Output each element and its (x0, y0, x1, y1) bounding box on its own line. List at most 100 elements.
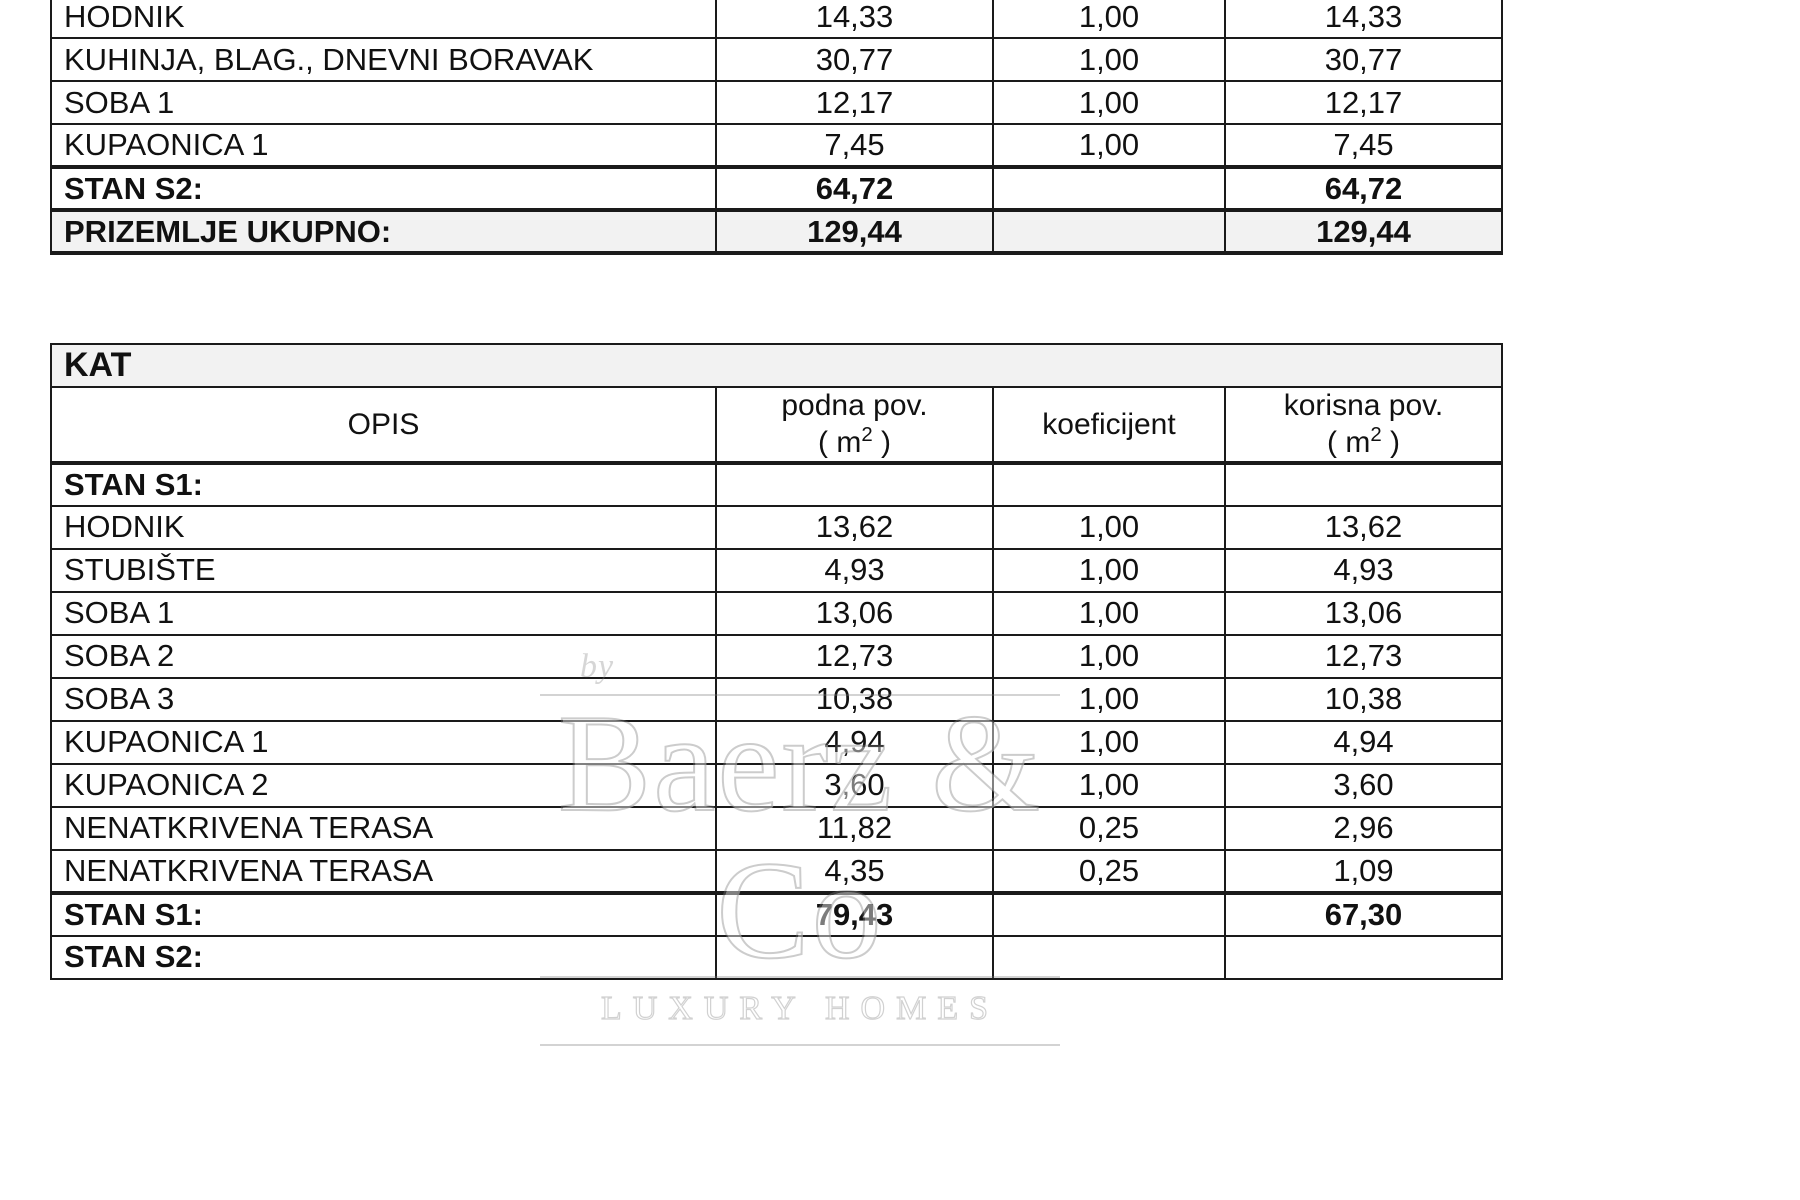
table-row-section: STAN S2: (50, 934, 1503, 980)
row-opis: PRIZEMLJE UKUPNO: (50, 208, 717, 255)
row-opis: STAN S1: (50, 460, 717, 507)
table-row: SOBA 1 13,06 1,00 13,06 (50, 590, 1503, 636)
row-korisna: 1,09 (1224, 848, 1503, 894)
table-row-section: STAN S1: (50, 460, 1503, 507)
row-opis: KUPAONICA 1 (50, 719, 717, 765)
area-table-prizemlje: HODNIK 14,33 1,00 14,33 KUHINJA, BLAG., … (50, 0, 1503, 255)
unit-superscript: 2 (861, 424, 873, 447)
row-podna: 79,43 (715, 890, 994, 937)
table-row: SOBA 3 10,38 1,00 10,38 (50, 676, 1503, 722)
row-korisna: 67,30 (1224, 890, 1503, 937)
column-header-koeficijent: koeficijent (992, 386, 1226, 464)
row-korisna: 4,94 (1224, 719, 1503, 765)
column-header-opis: OPIS (50, 386, 717, 464)
area-table-kat: KAT OPIS podna pov. ( m2 ) koeficijent k… (50, 343, 1503, 980)
row-korisna (1224, 460, 1503, 507)
row-koef: 1,00 (992, 37, 1226, 82)
row-koef: 1,00 (992, 0, 1226, 39)
row-koef: 1,00 (992, 123, 1226, 168)
row-podna: 12,73 (715, 633, 994, 679)
row-korisna: 4,93 (1224, 547, 1503, 593)
row-opis: KUHINJA, BLAG., DNEVNI BORAVAK (50, 37, 717, 82)
row-korisna: 64,72 (1224, 165, 1503, 211)
row-koef: 0,25 (992, 805, 1226, 851)
row-opis: NENATKRIVENA TERASA (50, 805, 717, 851)
row-opis: NENATKRIVENA TERASA (50, 848, 717, 894)
row-opis: STAN S2: (50, 165, 717, 211)
row-opis: SOBA 2 (50, 633, 717, 679)
row-korisna (1224, 934, 1503, 980)
unit-prefix: ( m (818, 426, 862, 460)
row-koef: 1,00 (992, 504, 1226, 550)
row-opis: SOBA 3 (50, 676, 717, 722)
table-row: HODNIK 13,62 1,00 13,62 (50, 504, 1503, 550)
row-koef: 0,25 (992, 848, 1226, 894)
row-podna: 10,38 (715, 676, 994, 722)
row-podna: 30,77 (715, 37, 994, 82)
row-korisna: 30,77 (1224, 37, 1503, 82)
row-koef: 1,00 (992, 80, 1226, 125)
table-row: SOBA 2 12,73 1,00 12,73 (50, 633, 1503, 679)
column-header-line1: podna pov. (781, 389, 928, 422)
row-opis: STAN S2: (50, 934, 717, 980)
row-koef: 1,00 (992, 676, 1226, 722)
table-row-grand-total: PRIZEMLJE UKUPNO: 129,44 129,44 (50, 208, 1503, 255)
watermark-tagline: LUXURY HOMES (600, 989, 1000, 1027)
row-podna: 7,45 (715, 123, 994, 168)
row-podna: 129,44 (715, 208, 994, 255)
row-korisna: 129,44 (1224, 208, 1503, 255)
row-opis: STAN S1: (50, 890, 717, 937)
row-koef (992, 934, 1226, 980)
unit-suffix: ) (1381, 426, 1400, 460)
spec-table: KAT OPIS podna pov. ( m2 ) koeficijent k… (50, 343, 1503, 980)
row-podna: 3,60 (715, 762, 994, 808)
row-podna: 4,94 (715, 719, 994, 765)
table-row: NENATKRIVENA TERASA 11,82 0,25 2,96 (50, 805, 1503, 851)
unit-prefix: ( m (1327, 426, 1371, 460)
row-koef: 1,00 (992, 547, 1226, 593)
row-podna (715, 460, 994, 507)
row-koef: 1,00 (992, 719, 1226, 765)
row-korisna: 2,96 (1224, 805, 1503, 851)
row-opis: KUPAONICA 2 (50, 762, 717, 808)
table-title-row: KAT (50, 343, 1503, 388)
table-row: NENATKRIVENA TERASA 4,35 0,25 1,09 (50, 848, 1503, 894)
row-koef: 1,00 (992, 590, 1226, 636)
row-opis: SOBA 1 (50, 80, 717, 125)
table-row: KUPAONICA 2 3,60 1,00 3,60 (50, 762, 1503, 808)
row-korisna: 12,17 (1224, 80, 1503, 125)
column-header-line2: ( m2 ) (729, 423, 980, 460)
row-korisna: 7,45 (1224, 123, 1503, 168)
row-podna: 4,35 (715, 848, 994, 894)
row-korisna: 3,60 (1224, 762, 1503, 808)
row-korisna: 13,62 (1224, 504, 1503, 550)
table-title: KAT (50, 343, 1503, 388)
column-header-korisna-pov: korisna pov. ( m2 ) (1224, 386, 1503, 464)
table-row: KUPAONICA 1 7,45 1,00 7,45 (50, 123, 1503, 168)
row-podna (715, 934, 994, 980)
table-row: SOBA 1 12,17 1,00 12,17 (50, 80, 1503, 125)
row-koef (992, 460, 1226, 507)
unit-superscript: 2 (1370, 424, 1382, 447)
table-row: HODNIK 14,33 1,00 14,33 (50, 0, 1503, 39)
table-body: KAT OPIS podna pov. ( m2 ) koeficijent k… (50, 343, 1503, 980)
spec-table: HODNIK 14,33 1,00 14,33 KUHINJA, BLAG., … (50, 0, 1503, 255)
row-podna: 13,62 (715, 504, 994, 550)
row-korisna: 10,38 (1224, 676, 1503, 722)
column-header-podna-pov: podna pov. ( m2 ) (715, 386, 994, 464)
row-koef: 1,00 (992, 633, 1226, 679)
row-koef (992, 208, 1226, 255)
row-opis: HODNIK (50, 504, 717, 550)
row-podna: 11,82 (715, 805, 994, 851)
row-opis: SOBA 1 (50, 590, 717, 636)
row-podna: 13,06 (715, 590, 994, 636)
row-koef (992, 890, 1226, 937)
row-korisna: 12,73 (1224, 633, 1503, 679)
table-body: HODNIK 14,33 1,00 14,33 KUHINJA, BLAG., … (50, 0, 1503, 255)
column-header-line1: korisna pov. (1283, 389, 1444, 422)
row-koef (992, 165, 1226, 211)
table-row: KUHINJA, BLAG., DNEVNI BORAVAK 30,77 1,0… (50, 37, 1503, 82)
column-header-line2: ( m2 ) (1238, 423, 1489, 460)
row-koef: 1,00 (992, 762, 1226, 808)
